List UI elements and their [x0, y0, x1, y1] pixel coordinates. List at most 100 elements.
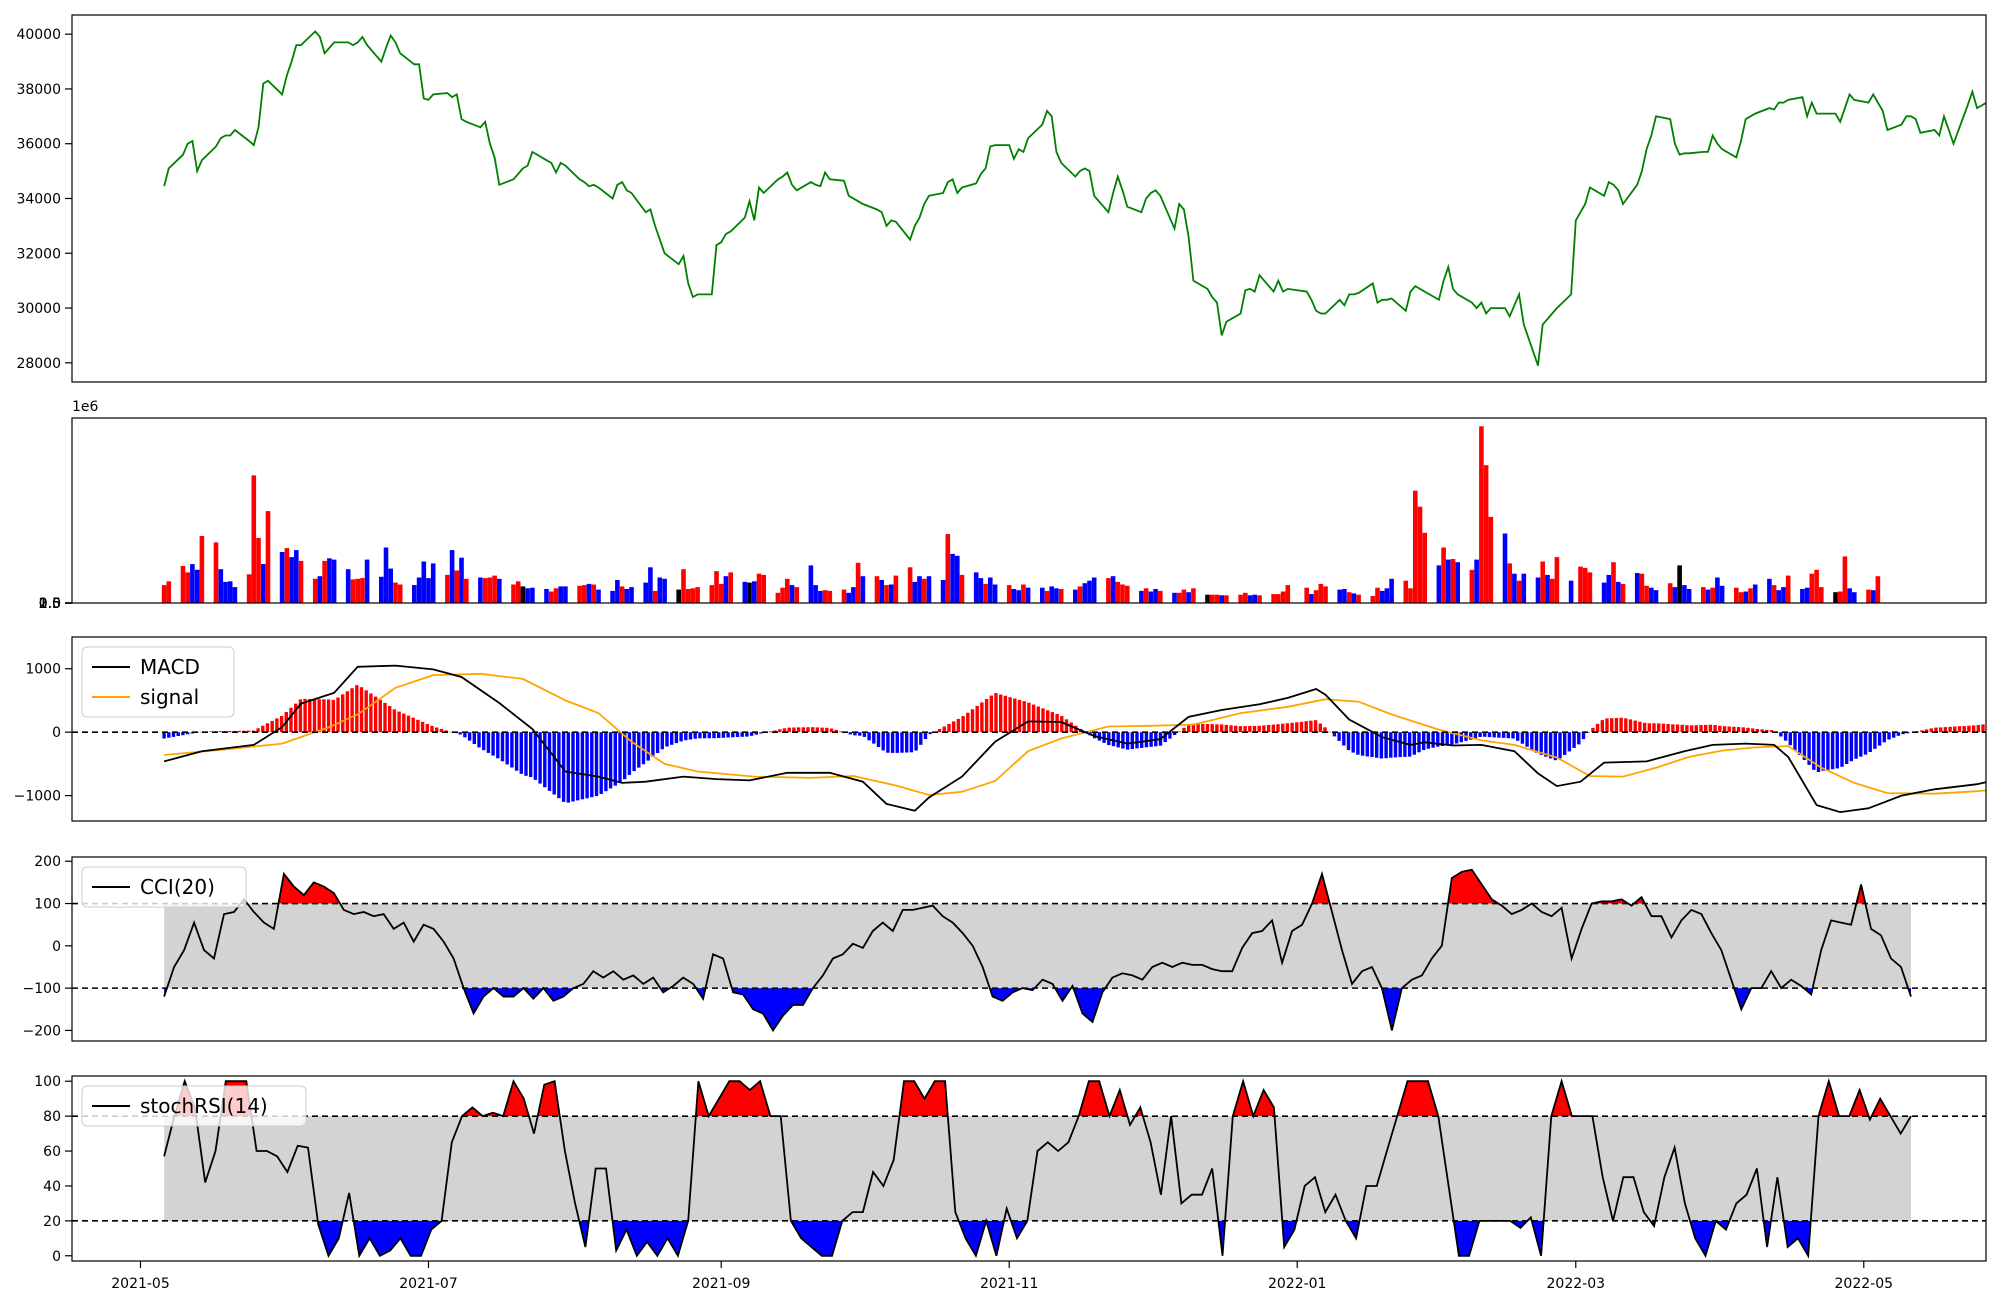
macd-histogram-bar	[1634, 721, 1637, 733]
macd-histogram-bar	[1399, 732, 1402, 757]
price-series-line	[164, 31, 2000, 365]
macd-histogram-bar	[1488, 732, 1491, 737]
volume-bar	[1026, 588, 1031, 603]
y-tick-label: −200	[23, 1023, 61, 1039]
macd-histogram-bar	[769, 731, 772, 732]
volume-bar	[1337, 590, 1342, 603]
volume-bar	[1309, 594, 1314, 603]
volume-bar	[927, 576, 932, 603]
macd-histogram-bar	[219, 731, 222, 732]
macd-histogram-bar	[1887, 732, 1890, 739]
macd-histogram-bar	[600, 732, 603, 794]
macd-histogram-bar	[1352, 732, 1355, 752]
macd-histogram-bar	[1474, 732, 1477, 738]
volume-bar	[681, 569, 686, 603]
volume-bar	[313, 579, 318, 603]
macd-histogram-bar	[1728, 727, 1731, 733]
macd-histogram-bar	[468, 732, 471, 740]
volume-bar	[544, 589, 549, 603]
macd-histogram-bar	[487, 732, 490, 753]
macd-histogram-bar	[1864, 732, 1867, 754]
y-tick-label: 40000	[16, 27, 61, 43]
macd-histogram-bar	[515, 732, 518, 771]
macd-histogram-bar	[708, 732, 711, 738]
macd-histogram-bar	[1991, 723, 1994, 732]
volume-bar	[724, 576, 729, 603]
macd-histogram-bar	[1422, 732, 1425, 750]
macd-histogram-bar	[581, 732, 584, 799]
volume-offset-text: 1e6	[72, 399, 99, 415]
volume-bar	[1144, 588, 1149, 603]
macd-histogram-bar	[1619, 718, 1622, 732]
macd-histogram-bar	[910, 732, 913, 752]
volume-bar	[1588, 572, 1593, 603]
volume-bar	[1682, 585, 1687, 603]
volume-bar	[577, 586, 582, 603]
volume-bar	[459, 558, 464, 603]
macd-histogram-bar	[1784, 732, 1787, 740]
macd-histogram-bar	[985, 699, 988, 732]
volume-bar	[422, 562, 427, 604]
volume-bar	[1210, 595, 1215, 603]
macd-histogram-bar	[891, 732, 894, 753]
macd-histogram-bar	[1836, 732, 1839, 768]
volume-bar	[1054, 588, 1059, 603]
volume-bar	[549, 592, 554, 604]
volume-bar	[1578, 567, 1583, 603]
macd-histogram-bar	[501, 732, 504, 761]
macd-histogram-bar	[689, 732, 692, 739]
x-tick-label: 2021-05	[111, 1276, 170, 1292]
macd-histogram-bar	[1229, 725, 1232, 732]
volume-bar	[1649, 588, 1654, 603]
volume-bar	[1389, 579, 1394, 603]
macd-histogram-bar	[332, 700, 335, 732]
volume-bar	[1408, 588, 1413, 603]
volume-bar	[780, 588, 785, 603]
macd-histogram-bar	[1337, 732, 1340, 741]
macd-histogram-bar	[947, 724, 950, 732]
macd-histogram-bar	[999, 695, 1002, 733]
volume-bar	[190, 564, 195, 603]
macd-histogram-bar	[350, 688, 353, 732]
legend-label: MACD	[140, 655, 200, 679]
macd-histogram-bar	[1521, 732, 1524, 744]
macd-histogram-bar	[1196, 724, 1199, 733]
volume-bar	[360, 578, 365, 603]
volume-bar	[1843, 556, 1848, 603]
volume-bar	[1172, 593, 1177, 603]
volume-bar	[1441, 548, 1446, 604]
macd-histogram-bar	[966, 713, 969, 733]
macd-histogram-bar	[1262, 725, 1265, 732]
volume-bar	[974, 572, 979, 603]
macd-histogram-bar	[510, 732, 513, 767]
y-tick-label: 20	[43, 1214, 61, 1230]
macd-histogram-bar	[341, 694, 344, 732]
macd-histogram-bar	[1699, 725, 1702, 732]
macd-histogram-bar	[1657, 723, 1660, 732]
volume-bar	[332, 560, 337, 603]
macd-histogram-bar	[1789, 732, 1792, 745]
macd-histogram-bar	[1027, 703, 1030, 733]
macd-histogram-bar	[261, 726, 264, 732]
volume-bar	[1474, 560, 1479, 603]
macd-histogram-bar	[548, 732, 551, 791]
volume-bar	[266, 511, 271, 603]
volume-bar	[1777, 590, 1782, 603]
volume-bar	[615, 580, 620, 603]
macd-histogram-bar	[1427, 732, 1430, 749]
volume-bar	[464, 579, 469, 603]
macd-histogram-bar	[1201, 724, 1204, 732]
macd-histogram-bar	[684, 732, 687, 740]
volume-bar	[412, 585, 417, 603]
macd-histogram-bar	[402, 714, 405, 733]
y-tick-label: 80	[43, 1109, 61, 1125]
volume-bar	[318, 576, 323, 603]
volume-bar	[1191, 588, 1196, 603]
macd-histogram-bar	[872, 732, 875, 743]
macd-histogram-bar	[369, 694, 372, 733]
volume-bar	[710, 585, 715, 603]
volume-bar	[1810, 574, 1815, 603]
macd-histogram-bar	[1883, 732, 1886, 742]
y-tick-label: 0	[52, 1249, 61, 1265]
y-tick-label: 60	[43, 1144, 61, 1160]
